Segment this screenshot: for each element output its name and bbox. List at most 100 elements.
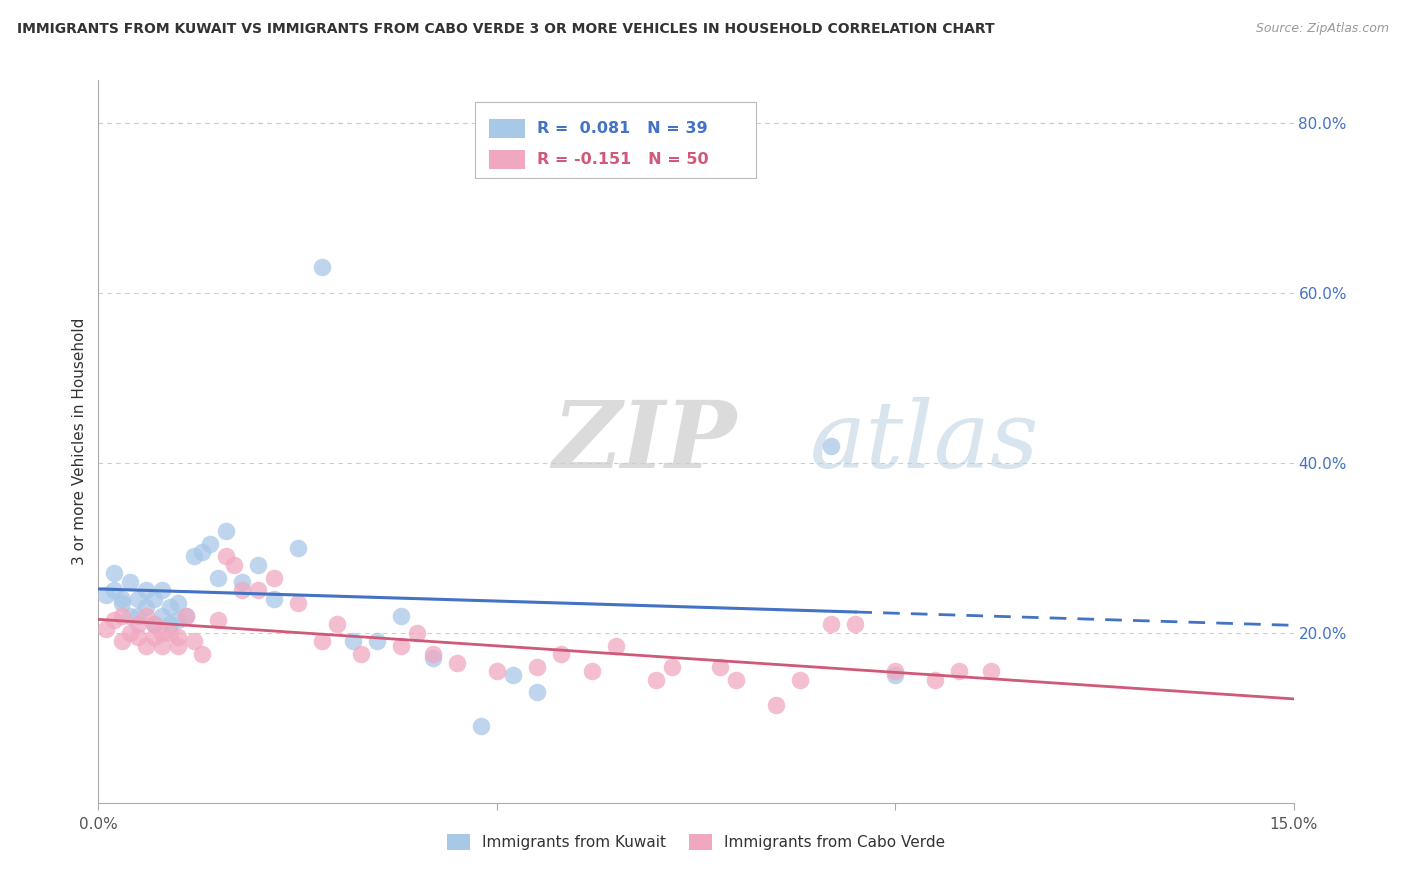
Point (222, 558, 245, 572)
Point (948, 664, 970, 678)
Point (183, 549, 205, 564)
Y-axis label: 3 or more Vehicles in Household: 3 or more Vehicles in Household (72, 318, 87, 566)
Point (127, 617, 149, 632)
Point (150, 583, 173, 598)
Point (150, 625, 173, 640)
Point (389, 639, 412, 653)
Point (198, 536, 221, 550)
Point (263, 591, 285, 606)
Point (127, 591, 149, 606)
Point (96, 622, 118, 636)
Point (263, 570, 285, 584)
Text: IMMIGRANTS FROM KUWAIT VS IMMIGRANTS FROM CABO VERDE 3 OR MORE VEHICLES IN HOUSE: IMMIGRANTS FROM KUWAIT VS IMMIGRANTS FRO… (17, 22, 994, 37)
Point (311, 260, 333, 275)
Point (550, 647, 572, 661)
Point (127, 608, 149, 623)
Text: R = -0.151   N = 50: R = -0.151 N = 50 (537, 153, 709, 168)
Point (167, 596, 190, 610)
Point (174, 608, 197, 623)
Point (135, 639, 157, 653)
Point (422, 651, 444, 665)
Point (246, 583, 269, 598)
FancyBboxPatch shape (489, 151, 524, 169)
Point (287, 541, 309, 555)
Point (150, 639, 173, 653)
Point (406, 625, 429, 640)
Point (127, 630, 149, 644)
FancyBboxPatch shape (489, 120, 524, 138)
Point (150, 608, 173, 623)
Point (485, 664, 508, 678)
Point (159, 617, 181, 632)
Text: atlas: atlas (810, 397, 1039, 486)
Point (215, 549, 238, 564)
Point (884, 664, 907, 678)
Point (191, 647, 214, 661)
Text: R =  0.081   N = 39: R = 0.081 N = 39 (537, 121, 707, 136)
Legend: Immigrants from Kuwait, Immigrants from Cabo Verde: Immigrants from Kuwait, Immigrants from … (440, 829, 952, 856)
Point (526, 685, 548, 699)
Text: ZIP: ZIP (553, 397, 737, 486)
Point (135, 608, 157, 623)
Point (143, 617, 166, 632)
Point (143, 617, 166, 632)
Point (215, 524, 238, 538)
Point (526, 660, 548, 674)
Point (789, 673, 811, 687)
Point (884, 668, 907, 682)
Point (820, 617, 842, 632)
Point (143, 630, 166, 644)
Point (470, 719, 492, 733)
Point (342, 634, 364, 648)
Point (120, 625, 142, 640)
Point (159, 600, 181, 615)
Point (311, 634, 333, 648)
Point (231, 574, 253, 589)
Point (135, 583, 157, 598)
Point (103, 583, 125, 598)
Point (502, 668, 524, 682)
Point (135, 600, 157, 615)
Point (422, 647, 444, 661)
Point (120, 608, 142, 623)
Point (191, 545, 214, 559)
Point (183, 634, 205, 648)
Point (287, 596, 309, 610)
Point (111, 634, 134, 648)
Point (389, 608, 412, 623)
Point (103, 566, 125, 581)
Point (246, 558, 269, 572)
Point (645, 673, 668, 687)
Point (120, 574, 142, 589)
Point (111, 591, 134, 606)
Point (207, 613, 229, 627)
Point (167, 630, 190, 644)
Point (103, 613, 125, 627)
Point (174, 608, 197, 623)
Point (924, 673, 946, 687)
Point (844, 617, 866, 632)
Point (167, 613, 190, 627)
Point (326, 617, 349, 632)
Point (765, 698, 787, 712)
Text: Source: ZipAtlas.com: Source: ZipAtlas.com (1256, 22, 1389, 36)
Point (605, 639, 627, 653)
Point (207, 570, 229, 584)
Point (661, 660, 683, 674)
Point (159, 625, 181, 640)
Point (111, 608, 134, 623)
Point (111, 596, 134, 610)
Point (231, 583, 253, 598)
Point (143, 591, 166, 606)
Point (980, 664, 1002, 678)
Point (581, 664, 603, 678)
Point (724, 673, 747, 687)
Point (709, 660, 731, 674)
Point (96, 588, 118, 602)
Point (350, 647, 373, 661)
Point (446, 656, 468, 670)
Point (820, 439, 842, 453)
Point (366, 634, 388, 648)
Point (167, 639, 190, 653)
FancyBboxPatch shape (475, 102, 756, 178)
